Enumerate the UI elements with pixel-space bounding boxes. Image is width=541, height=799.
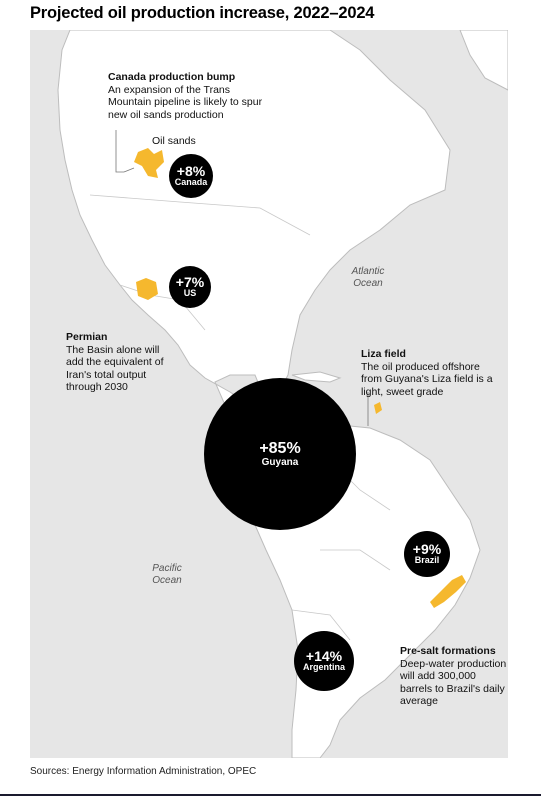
bubble-guyana-country: Guyana [261, 456, 299, 468]
bubble-canada-pct: +8% [176, 163, 206, 180]
bubble-brazil: +9% Brazil [404, 531, 450, 577]
page-title: Projected oil production increase, 2022–… [30, 4, 375, 22]
oil-sands-label: Oil sands [152, 135, 196, 147]
annotation-permian-body: The Basin alone will add the equivalent … [66, 343, 164, 394]
pacific-ocean-label: Pacific Ocean [152, 563, 182, 586]
annotation-permian: Permian The Basin alone will add the equ… [66, 331, 174, 394]
permian-field [136, 278, 158, 300]
annotation-canada-head: Canada production bump [108, 71, 236, 83]
oil-sands-field [134, 148, 164, 178]
bubble-canada-country: Canada [174, 177, 208, 188]
pre-salt-field [430, 575, 466, 608]
caribbean-islands [291, 371, 342, 383]
bubble-canada: +8% Canada [169, 154, 213, 198]
bubble-guyana: +85% Guyana [204, 378, 356, 530]
liza-field [374, 402, 382, 414]
annotation-presalt: Pre-salt formations Deep-water productio… [400, 645, 510, 708]
annotation-presalt-head: Pre-salt formations [400, 645, 496, 657]
bubble-argentina-pct: +14% [305, 648, 343, 665]
bubble-argentina: +14% Argentina [294, 631, 354, 691]
annotation-liza-body: The oil produced offshore from Guyana's … [361, 360, 493, 398]
bubble-brazil-pct: +9% [412, 541, 442, 558]
annotation-liza-head: Liza field [361, 348, 406, 360]
bubble-guyana-pct: +85% [259, 439, 301, 457]
country-borders [89, 194, 391, 641]
bubble-us-country: US [183, 288, 197, 299]
bubble-us: +7% US [169, 266, 211, 308]
annotation-liza: Liza field The oil produced offshore fro… [361, 348, 497, 398]
annotation-presalt-body: Deep-water production will add 300,000 b… [400, 657, 507, 708]
greenland [459, 30, 508, 91]
source-note: Sources: Energy Information Administrati… [30, 766, 257, 777]
bubble-us-pct: +7% [175, 274, 205, 291]
annotation-canada: Canada production bump An expansion of t… [108, 71, 268, 121]
bubble-argentina-country: Argentina [302, 662, 345, 673]
bottom-rule [0, 794, 541, 796]
atlantic-ocean-label: Atlantic Ocean [351, 266, 385, 289]
annotation-permian-head: Permian [66, 331, 108, 343]
map [30, 30, 508, 758]
bubble-brazil-country: Brazil [414, 555, 440, 566]
annotation-canada-body: An expansion of the Trans Mountain pipel… [108, 83, 263, 121]
canada-leader-line [115, 130, 135, 173]
